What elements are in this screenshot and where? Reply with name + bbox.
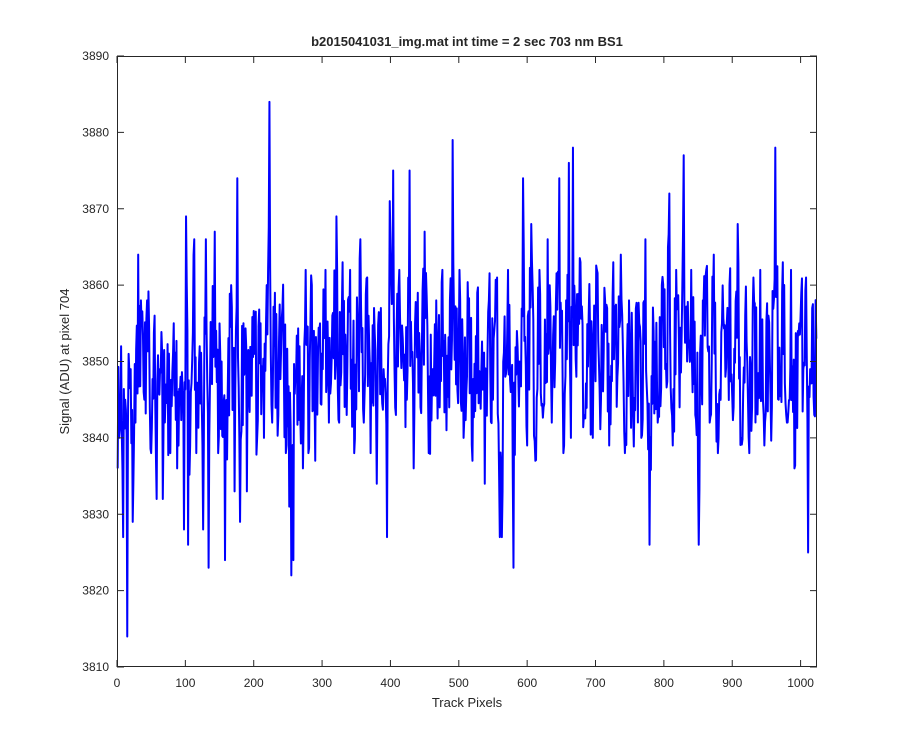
y-tick-label: 3880 — [82, 125, 109, 139]
x-tick-label: 200 — [244, 676, 264, 690]
y-tick-label: 3820 — [82, 584, 109, 598]
x-tick-label: 500 — [449, 676, 469, 690]
y-tick-label: 3830 — [82, 507, 109, 521]
x-tick-label: 300 — [312, 676, 332, 690]
series-line-0 — [116, 100, 818, 638]
x-tick-label: 800 — [654, 676, 674, 690]
chart-title: b2015041031_img.mat int time = 2 sec 703… — [311, 34, 623, 49]
x-tick-label: 400 — [380, 676, 400, 690]
x-tick-label: 0 — [114, 676, 121, 690]
x-tick-label: 600 — [517, 676, 537, 690]
x-tick-label: 700 — [586, 676, 606, 690]
y-tick-label: 3840 — [82, 431, 109, 445]
y-tick-label: 3810 — [82, 660, 109, 674]
series-layer — [116, 100, 818, 638]
ticks-layer: 0 100 200 300 400 500 600 700 800 900 1000 3810 3820… — [82, 49, 817, 690]
x-axis-label: Track Pixels — [432, 695, 503, 710]
y-tick-label: 3860 — [82, 278, 109, 292]
x-tick-label: 1000 — [787, 676, 814, 690]
x-tick-label: 100 — [175, 676, 195, 690]
y-tick-label: 3890 — [82, 49, 109, 63]
y-tick-label: 3850 — [82, 355, 109, 369]
y-tick-label: 3870 — [82, 202, 109, 216]
y-axis-label: Signal (ADU) at pixel 704 — [57, 289, 72, 435]
x-tick-label: 900 — [722, 676, 742, 690]
